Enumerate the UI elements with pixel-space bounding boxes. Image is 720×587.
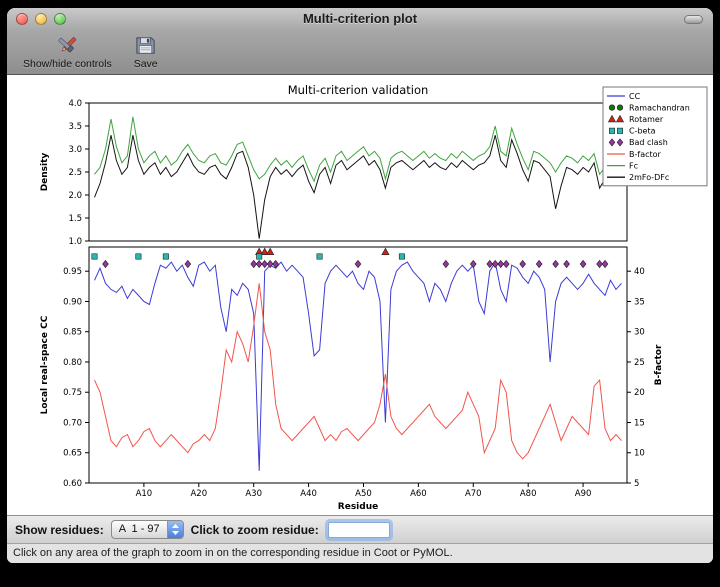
zoom-residue-label: Click to zoom residue:	[190, 522, 319, 537]
svg-text:25: 25	[634, 358, 645, 368]
svg-text:Rotamer: Rotamer	[629, 115, 664, 124]
stepper-arrows-icon	[166, 521, 183, 538]
svg-text:0.90: 0.90	[63, 297, 82, 307]
plot-canvas[interactable]: Multi-criterion validation 1.0 1.5 2.0 2.5 3.…	[7, 75, 713, 515]
svg-text:0.60: 0.60	[63, 479, 82, 489]
svg-text:4.0: 4.0	[68, 99, 82, 109]
svg-text:Density: Density	[40, 153, 50, 192]
svg-text:0.65: 0.65	[63, 449, 82, 459]
close-button[interactable]	[16, 13, 28, 25]
svg-text:A80: A80	[520, 489, 537, 499]
svg-text:0.80: 0.80	[63, 358, 82, 368]
toolbar: Show/hide controls Save	[7, 30, 713, 75]
svg-text:A50: A50	[355, 489, 372, 499]
svg-text:C-beta: C-beta	[629, 127, 656, 136]
svg-text:5: 5	[634, 479, 639, 489]
svg-text:B-factor: B-factor	[629, 150, 662, 159]
svg-text:Fc: Fc	[629, 161, 638, 170]
show-residues-label: Show residues:	[15, 522, 104, 537]
svg-text:Ramachandran: Ramachandran	[629, 103, 690, 112]
svg-text:A60: A60	[410, 489, 427, 499]
save-label: Save	[133, 58, 158, 70]
residue-range-value: A 1 - 97	[118, 523, 160, 535]
zoom-residue-input[interactable]	[327, 521, 390, 538]
svg-text:A10: A10	[136, 489, 153, 499]
svg-text:Residue: Residue	[338, 502, 378, 512]
svg-text:2mFo-DFc: 2mFo-DFc	[629, 173, 669, 182]
svg-text:1.0: 1.0	[68, 237, 82, 247]
svg-text:A30: A30	[245, 489, 262, 499]
titlebar[interactable]: Multi-criterion plot	[7, 8, 713, 30]
app-window: Multi-criterion plot Show/hide controls	[7, 8, 713, 563]
svg-text:1.5: 1.5	[68, 214, 82, 224]
svg-text:0.75: 0.75	[63, 388, 82, 398]
svg-text:B-factor: B-factor	[654, 344, 664, 385]
residue-range-select[interactable]: A 1 - 97	[110, 520, 184, 539]
toolbar-toggle-button[interactable]	[684, 15, 703, 24]
svg-text:15: 15	[634, 418, 645, 428]
window-controls	[16, 13, 66, 25]
multi-criterion-plot[interactable]: Multi-criterion validation 1.0 1.5 2.0 2.5 3.…	[7, 75, 713, 515]
minimize-button[interactable]	[35, 13, 47, 25]
status-text: Click on any area of the graph to zoom i…	[13, 547, 453, 559]
zoom-window-button[interactable]	[54, 13, 66, 25]
svg-text:Local real-space CC: Local real-space CC	[40, 315, 50, 414]
svg-text:40: 40	[634, 267, 645, 277]
controls-icon	[54, 33, 80, 58]
svg-text:Multi-criterion validation: Multi-criterion validation	[288, 83, 429, 97]
save-icon	[134, 33, 157, 58]
svg-text:A70: A70	[465, 489, 482, 499]
svg-text:CC: CC	[629, 92, 641, 101]
svg-text:A40: A40	[300, 489, 317, 499]
save-button[interactable]: Save	[130, 32, 162, 71]
show-hide-controls-label: Show/hide controls	[23, 58, 112, 70]
show-hide-controls-button[interactable]: Show/hide controls	[19, 32, 116, 71]
svg-text:30: 30	[634, 328, 645, 338]
svg-text:10: 10	[634, 449, 645, 459]
status-bar: Click on any area of the graph to zoom i…	[7, 543, 713, 563]
svg-text:0.95: 0.95	[63, 267, 82, 277]
svg-text:3.5: 3.5	[68, 122, 82, 132]
svg-text:Bad clash: Bad clash	[629, 138, 668, 147]
svg-text:35: 35	[634, 297, 645, 307]
controls-bar: Show residues: A 1 - 97 Click to zoom re…	[7, 515, 713, 543]
svg-text:0.85: 0.85	[63, 328, 82, 338]
svg-text:A90: A90	[575, 489, 592, 499]
svg-text:2.5: 2.5	[68, 168, 82, 178]
svg-text:0.70: 0.70	[63, 418, 82, 428]
svg-text:3.0: 3.0	[68, 145, 82, 155]
window-title: Multi-criterion plot	[302, 11, 418, 26]
svg-text:2.0: 2.0	[68, 191, 82, 201]
svg-text:20: 20	[634, 388, 645, 398]
svg-text:A20: A20	[190, 489, 207, 499]
